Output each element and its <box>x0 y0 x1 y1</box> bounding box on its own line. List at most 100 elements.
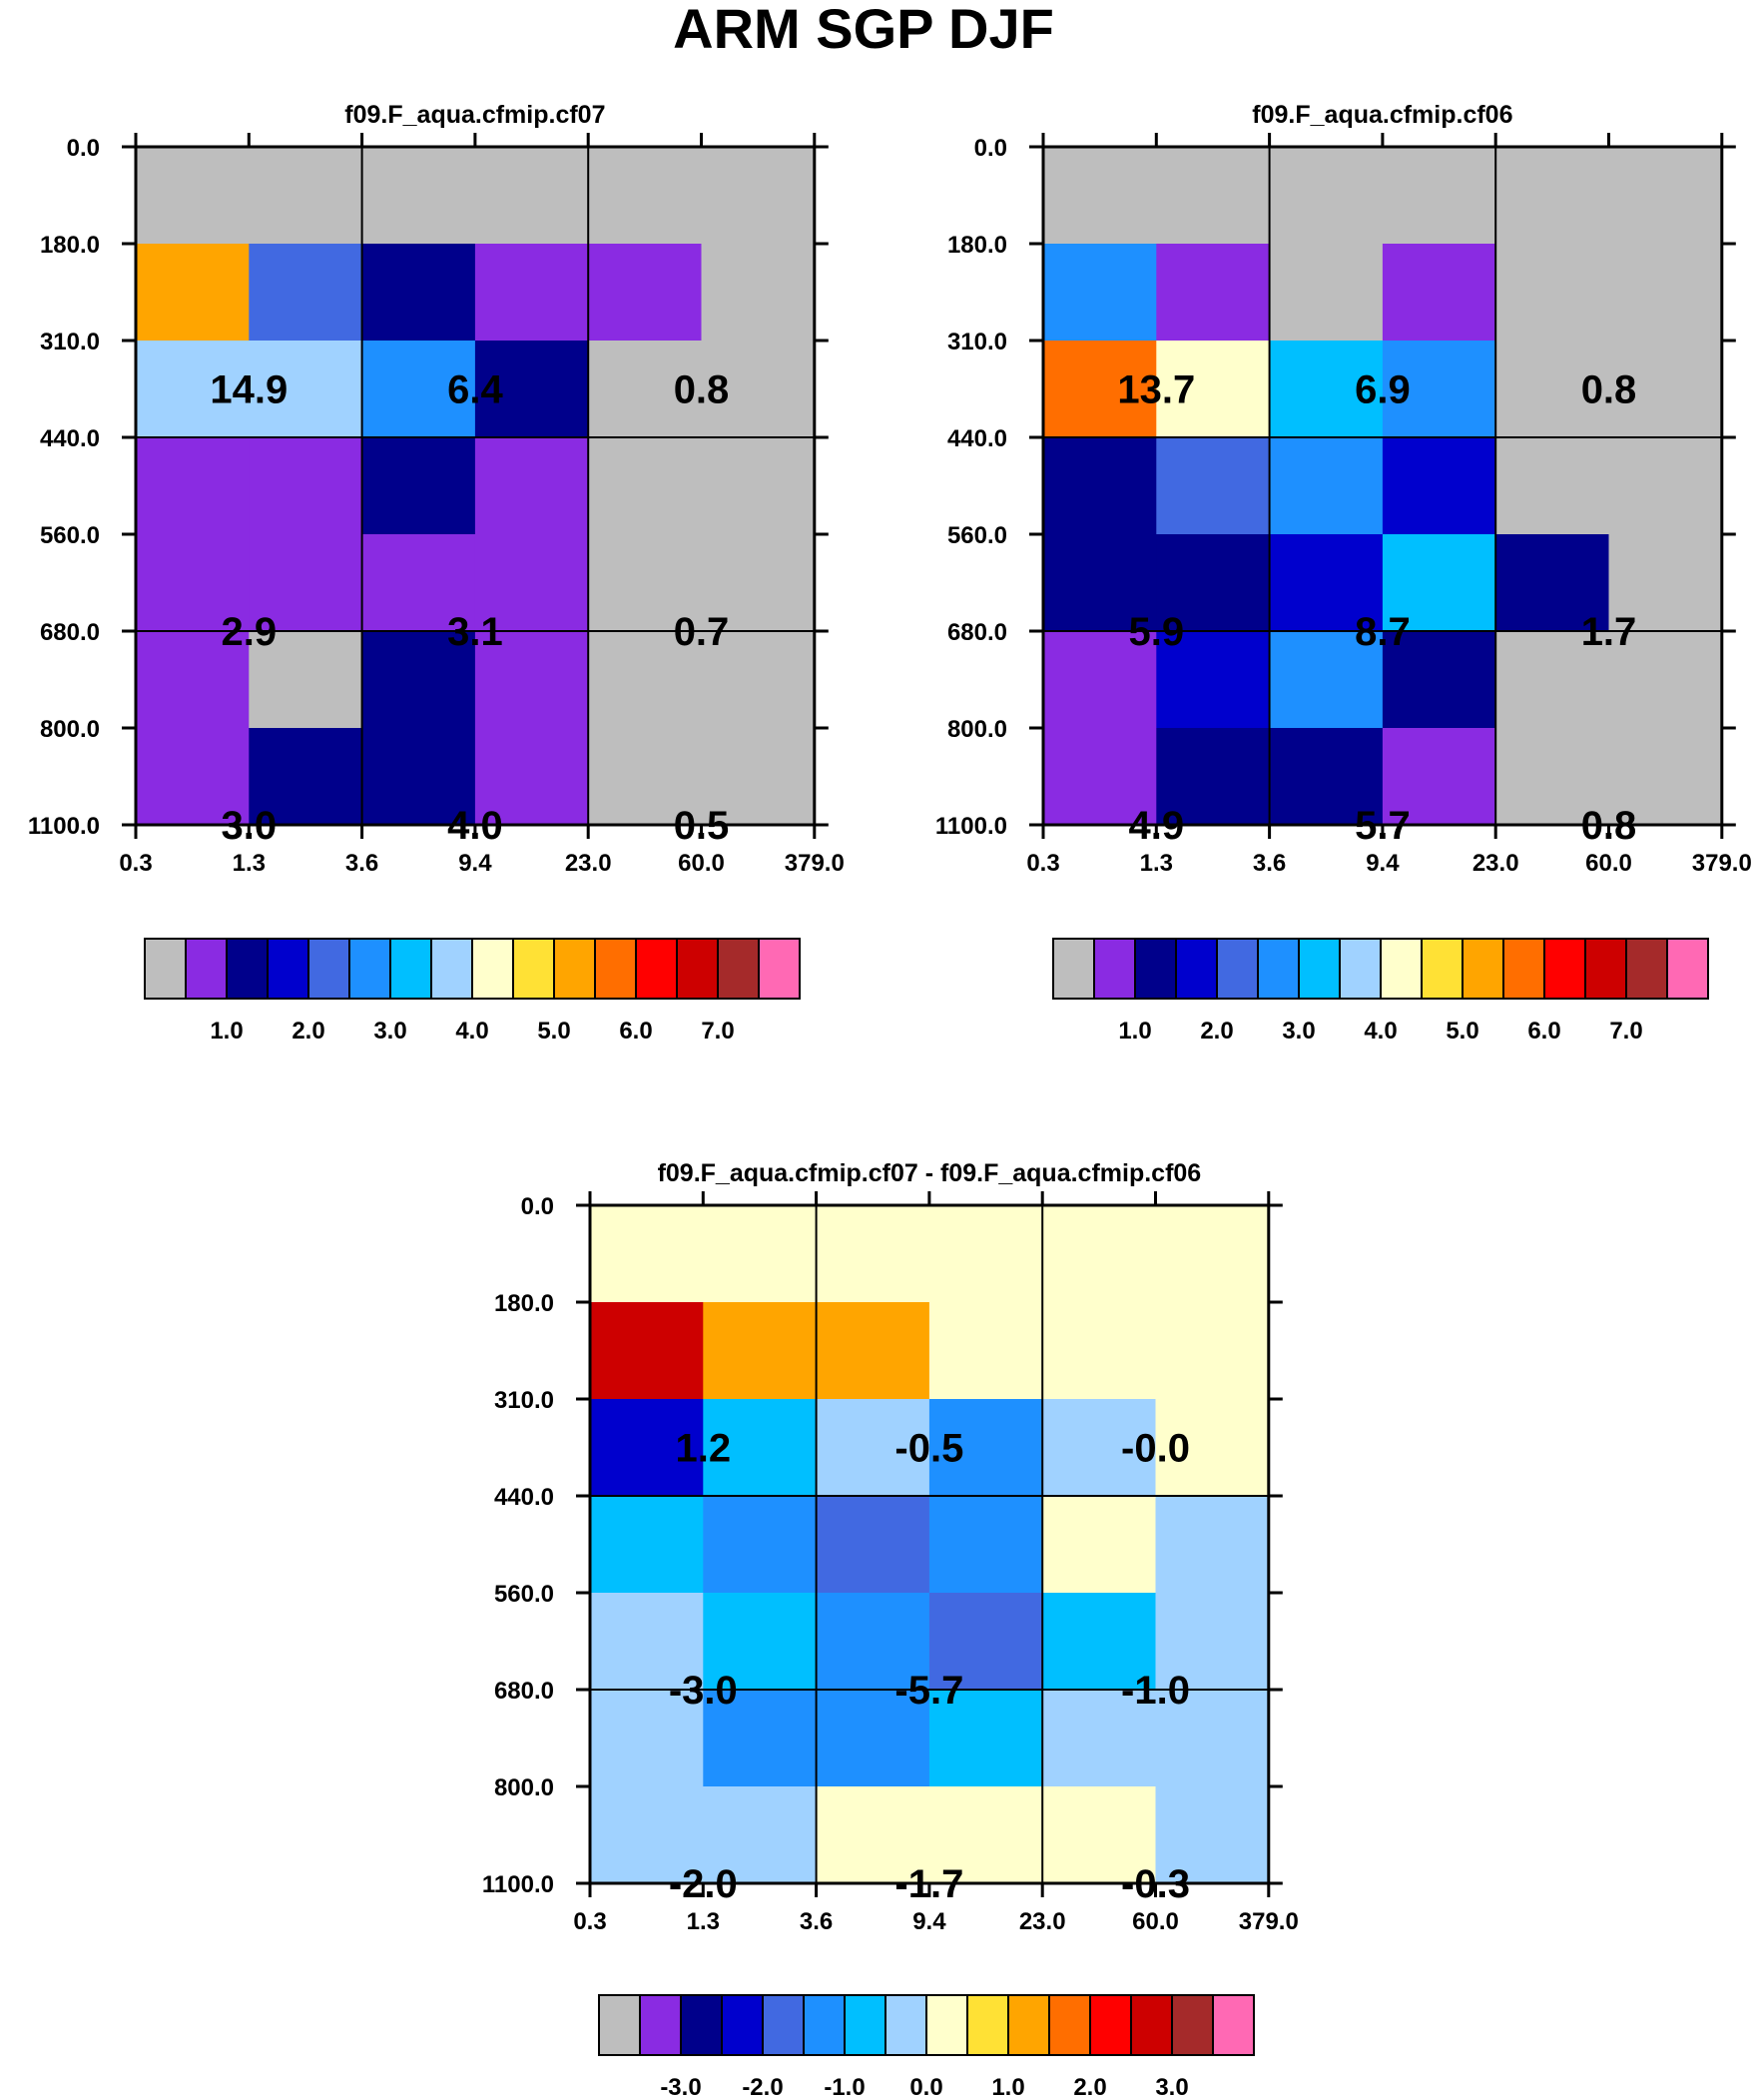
colorbar-swatch <box>185 938 228 1000</box>
heatmap-cell <box>1043 341 1157 438</box>
block-value-label: 14.9 <box>210 368 288 412</box>
x-tick-label: 23.0 <box>1019 1908 1066 1935</box>
x-tick-label: 60.0 <box>1132 1908 1179 1935</box>
heatmap-cell <box>1155 1690 1270 1787</box>
heatmap-cell <box>701 147 816 245</box>
y-tick-label: 560.0 <box>40 522 100 549</box>
colorbar-swatch <box>680 1994 723 2056</box>
heatmap-cell <box>816 1786 930 1884</box>
colorbar-swatch <box>144 938 187 1000</box>
x-tick-label: 379.0 <box>1692 850 1752 877</box>
colorbar-swatch <box>1625 938 1668 1000</box>
heatmap-cell <box>249 437 363 535</box>
colorbar-swatch <box>884 1994 927 2056</box>
colorbar-label: 2.0 <box>292 1018 324 1045</box>
block-value-label: 2.9 <box>221 610 277 654</box>
x-tick-label: 3.6 <box>1253 850 1286 877</box>
colorbar-swatch <box>307 938 350 1000</box>
heatmap-cell <box>474 534 589 632</box>
heatmap-cell <box>816 1496 930 1594</box>
heatmap-cell <box>1043 534 1157 632</box>
y-tick-label: 440.0 <box>40 425 100 452</box>
heatmap-cell <box>1269 437 1384 535</box>
heatmap-cell <box>1608 437 1723 535</box>
block-value-label: -1.7 <box>894 1862 963 1906</box>
panel-title: f09.F_aqua.cfmip.cf07 - f09.F_aqua.cfmip… <box>658 1159 1202 1187</box>
heatmap-cell <box>590 1399 704 1497</box>
heatmap-cell <box>1382 631 1496 729</box>
heatmap-cell <box>701 341 816 438</box>
colorbar-swatch <box>389 938 432 1000</box>
y-tick-label: 440.0 <box>494 1484 554 1511</box>
heatmap-cell <box>1043 147 1157 245</box>
heatmap-cell <box>701 728 816 826</box>
colorbar-label: 3.0 <box>1155 2074 1188 2100</box>
heatmap-cell <box>474 437 589 535</box>
x-tick-label: 379.0 <box>1239 1908 1299 1935</box>
y-tick-label: 440.0 <box>947 425 1007 452</box>
block-value-label: 0.5 <box>674 804 730 848</box>
heatmap-cell <box>1156 437 1271 535</box>
colorbar-swatch <box>635 938 678 1000</box>
colorbar-label: 6.0 <box>619 1018 652 1045</box>
y-tick-label: 800.0 <box>494 1774 554 1801</box>
block-value-label: 0.8 <box>674 368 730 412</box>
heatmap-cell <box>474 147 589 245</box>
heatmap-cell <box>136 728 250 826</box>
colorbar-swatch <box>1134 938 1177 1000</box>
heatmap-cell <box>1608 631 1723 729</box>
heatmap-cell <box>701 534 816 632</box>
colorbar-swatch <box>1130 1994 1173 2056</box>
heatmap-cell <box>928 1496 1043 1594</box>
heatmap-cell <box>136 147 250 245</box>
x-tick-label: 23.0 <box>1472 850 1519 877</box>
y-tick-label: 680.0 <box>494 1678 554 1705</box>
x-tick-label: 9.4 <box>912 1908 946 1935</box>
heatmap-cell <box>703 1593 818 1691</box>
y-tick-label: 560.0 <box>494 1581 554 1608</box>
heatmap-cell <box>816 1205 930 1303</box>
heatmap-cell <box>928 1690 1043 1787</box>
colorbar-swatch <box>512 938 555 1000</box>
colorbar-swatch <box>1007 1994 1050 2056</box>
block-value-label: 13.7 <box>1117 368 1195 412</box>
heatmap-cell <box>1156 728 1271 826</box>
heatmap-cell <box>474 728 589 826</box>
block-value-label: 0.7 <box>674 610 730 654</box>
heatmap-cell <box>1269 631 1384 729</box>
y-tick-label: 800.0 <box>947 716 1007 743</box>
heatmap-cell <box>1495 437 1610 535</box>
panel-title: f09.F_aqua.cfmip.cf06 <box>1252 101 1512 129</box>
colorbar-swatch <box>1380 938 1423 1000</box>
heatmap-cell <box>703 1302 818 1400</box>
x-tick-label: 0.3 <box>119 850 152 877</box>
heatmap-cell <box>1382 728 1496 826</box>
colorbar-swatch <box>430 938 473 1000</box>
colorbar-label: 2.0 <box>1200 1018 1233 1045</box>
heatmap-cell <box>701 631 816 729</box>
heatmap-cell <box>1382 341 1496 438</box>
block-value-label: -2.0 <box>669 1862 738 1906</box>
heatmap-cell <box>361 728 476 826</box>
heatmap-cell <box>816 1593 930 1691</box>
colorbar-swatch <box>1298 938 1341 1000</box>
colorbar-label: 1.0 <box>210 1018 243 1045</box>
colorbar-swatch <box>598 1994 641 2056</box>
block-value-label: 1.7 <box>1581 610 1637 654</box>
colorbar-swatch <box>1666 938 1709 1000</box>
y-tick-label: 0.0 <box>521 1193 554 1220</box>
block-value-label: -0.0 <box>1121 1427 1190 1471</box>
x-tick-label: 1.3 <box>233 850 266 877</box>
colorbar-label: 5.0 <box>537 1018 570 1045</box>
heatmap-cell <box>474 341 589 438</box>
heatmap-cell <box>249 244 363 342</box>
colorbar-swatch <box>925 1994 968 2056</box>
heatmap-cell <box>1608 244 1723 342</box>
heatmap-cell <box>1495 631 1610 729</box>
colorbar-swatch <box>1052 938 1095 1000</box>
heatmap-cell <box>249 631 363 729</box>
colorbar-swatch <box>1089 1994 1132 2056</box>
heatmap-cell <box>928 1593 1043 1691</box>
y-tick-label: 180.0 <box>40 232 100 259</box>
colorbar-label: -1.0 <box>824 2074 865 2100</box>
